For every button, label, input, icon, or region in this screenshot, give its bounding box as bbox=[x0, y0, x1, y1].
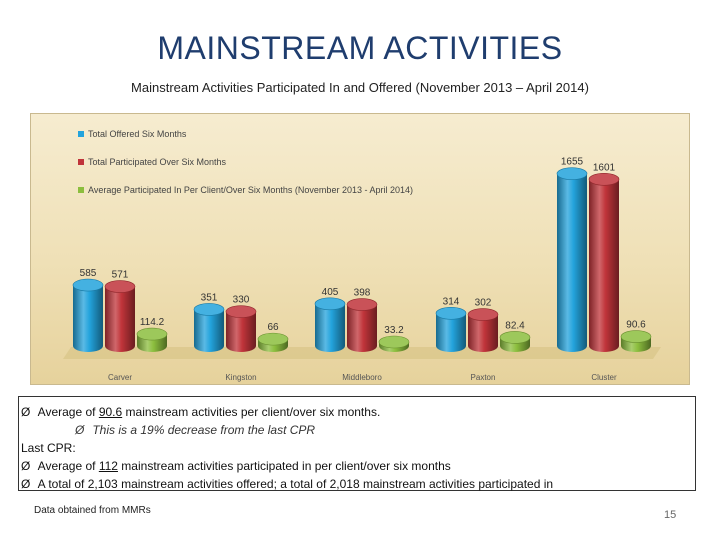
data-label: 405 bbox=[322, 287, 339, 298]
bar-body bbox=[436, 313, 466, 352]
bar-middleboro-series-1 bbox=[314, 297, 346, 352]
slide-subtitle: Mainstream Activities Participated In an… bbox=[131, 80, 589, 95]
bar-cap bbox=[72, 278, 104, 292]
bar-carver-series-2 bbox=[104, 280, 136, 352]
bar-cluster-series-2 bbox=[588, 173, 620, 352]
bar-middleboro-series-3 bbox=[378, 335, 410, 352]
data-label: 571 bbox=[112, 270, 129, 281]
legend-swatch bbox=[78, 187, 84, 193]
category-label: Paxton bbox=[471, 373, 496, 382]
bar-cap bbox=[378, 335, 410, 349]
bar-cap bbox=[136, 327, 168, 341]
bar-middleboro-series-2 bbox=[346, 298, 378, 352]
data-label: 302 bbox=[475, 298, 492, 309]
bar-cap bbox=[314, 297, 346, 311]
bar-body bbox=[315, 303, 345, 352]
bar-cap bbox=[225, 305, 257, 318]
bar-paxton-series-2 bbox=[467, 308, 499, 352]
data-label: 33.2 bbox=[384, 325, 404, 336]
bar-cap bbox=[556, 167, 588, 180]
chart-area: 585 571 114.2 Carver 351 330 66 Kingston 405 398 3… bbox=[30, 113, 690, 385]
legend-label: Total Participated Over Six Months bbox=[88, 157, 227, 167]
data-label: 398 bbox=[354, 288, 371, 299]
category-group: 351 330 66 bbox=[193, 292, 289, 352]
bar-cap bbox=[104, 280, 136, 293]
legend-swatch bbox=[78, 131, 84, 137]
data-label: 90.6 bbox=[626, 320, 646, 331]
arrow-bullet-icon: Ø bbox=[21, 405, 31, 419]
bar-body bbox=[589, 179, 619, 352]
note-totals: Ø A total of 2,103 mainstream activities… bbox=[21, 477, 554, 491]
data-label: 585 bbox=[80, 268, 97, 279]
bar-body bbox=[557, 173, 587, 352]
note-last-cpr-average: Ø Average of 112 mainstream activities p… bbox=[21, 459, 451, 473]
bar-carver-series-3 bbox=[136, 327, 168, 352]
data-label: 82.4 bbox=[505, 320, 525, 331]
bar-body bbox=[468, 314, 498, 352]
bar-cluster-series-1 bbox=[556, 167, 588, 352]
bar-body bbox=[194, 309, 224, 352]
legend-swatch bbox=[78, 159, 84, 165]
bar-cap bbox=[588, 173, 620, 186]
note-average: Ø Average of 90.6 mainstream activities … bbox=[21, 405, 381, 419]
legend-label: Total Offered Six Months bbox=[88, 129, 187, 139]
last-cpr-value: 112 bbox=[98, 459, 118, 473]
data-label: 1655 bbox=[561, 157, 584, 168]
category-group: 314 302 82.4 bbox=[435, 296, 531, 352]
data-label: 314 bbox=[443, 296, 460, 307]
notes-box: Ø Average of 90.6 mainstream activities … bbox=[18, 396, 696, 491]
bar-cap bbox=[257, 332, 289, 346]
bar-body bbox=[105, 286, 135, 352]
bar-body bbox=[226, 311, 256, 352]
bar-cap bbox=[499, 331, 531, 344]
page-number: 15 bbox=[664, 509, 677, 521]
arrow-bullet-icon: Ø bbox=[75, 423, 85, 437]
data-label: 114.2 bbox=[140, 317, 165, 328]
bar-body bbox=[347, 304, 377, 352]
category-label: Cluster bbox=[591, 373, 617, 382]
bar-cap bbox=[435, 307, 467, 320]
bar-cluster-series-3 bbox=[620, 330, 652, 352]
data-label: 351 bbox=[201, 292, 218, 303]
bar-kingston-series-3 bbox=[257, 332, 289, 352]
bar-paxton-series-3 bbox=[499, 331, 531, 352]
bar-paxton-series-1 bbox=[435, 307, 467, 352]
category-label: Kingston bbox=[225, 373, 256, 382]
category-label: Middleboro bbox=[342, 373, 382, 382]
category-group: 1655 1601 90.6 bbox=[556, 157, 652, 352]
note-decrease: Ø This is a 19% decrease from the last C… bbox=[75, 423, 316, 437]
bar-body bbox=[73, 285, 103, 352]
category-group: 585 571 114.2 bbox=[72, 268, 168, 352]
bar-cap bbox=[620, 330, 652, 343]
category-group: 405 398 33.2 bbox=[314, 287, 410, 352]
data-label: 1601 bbox=[593, 162, 616, 173]
bar-cap bbox=[346, 298, 378, 311]
data-label: 66 bbox=[267, 322, 279, 333]
note-last-cpr-label: Last CPR: bbox=[21, 441, 76, 455]
slide-title: MAINSTREAM ACTIVITIES bbox=[157, 30, 563, 66]
arrow-bullet-icon: Ø bbox=[21, 477, 31, 491]
bar-kingston-series-1 bbox=[193, 303, 225, 352]
bar-cap bbox=[467, 308, 499, 321]
arrow-bullet-icon: Ø bbox=[21, 459, 31, 473]
data-label: 330 bbox=[233, 295, 250, 306]
category-label: Carver bbox=[108, 373, 132, 382]
bar-carver-series-1 bbox=[72, 278, 104, 352]
bar-kingston-series-2 bbox=[225, 305, 257, 352]
average-value: 90.6 bbox=[98, 405, 123, 419]
bar-cap bbox=[193, 303, 225, 316]
bar-chart: 585 571 114.2 Carver 351 330 66 Kingston 405 398 3… bbox=[63, 129, 661, 382]
legend-label: Average Participated In Per Client/Over … bbox=[88, 185, 413, 195]
source-note: Data obtained from MMRs bbox=[34, 505, 151, 516]
